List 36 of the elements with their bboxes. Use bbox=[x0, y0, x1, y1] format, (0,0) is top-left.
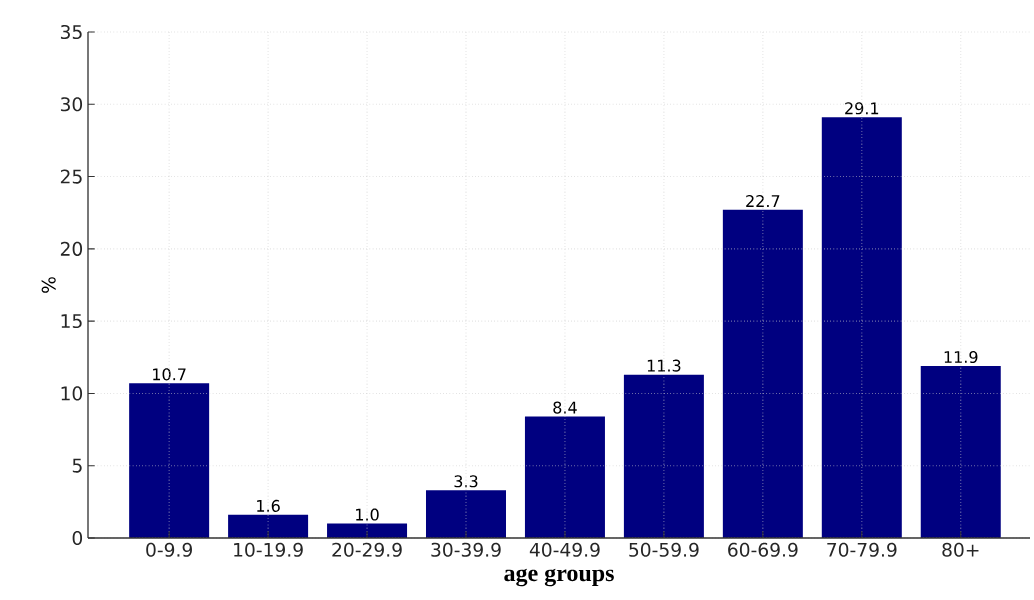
x-tick-label: 40-49.9 bbox=[529, 542, 600, 557]
bar bbox=[425, 490, 506, 538]
data-label: 11.3 bbox=[647, 359, 681, 372]
bar bbox=[129, 383, 210, 538]
y-tick-label: 5 bbox=[72, 458, 82, 473]
y-tick-label: 20 bbox=[60, 241, 83, 256]
data-label: 10.7 bbox=[153, 368, 186, 381]
data-label: 22.7 bbox=[746, 195, 780, 207]
x-tick-label: 0-9.9 bbox=[146, 542, 192, 557]
bar bbox=[228, 514, 309, 538]
y-tick-label: 0 bbox=[72, 530, 83, 546]
x-tick-label: 30-39.9 bbox=[431, 542, 501, 557]
data-label: 3.3 bbox=[454, 475, 478, 488]
y-tick-label: 10 bbox=[61, 386, 83, 401]
y-tick-label: 15 bbox=[61, 314, 82, 329]
x-axis-title: age groups bbox=[504, 568, 614, 587]
data-label: 11.9 bbox=[944, 350, 978, 364]
y-tick-label: 25 bbox=[60, 169, 82, 184]
x-tick-label: 50-59.9 bbox=[629, 542, 699, 557]
bar bbox=[722, 209, 803, 538]
data-label: 8.4 bbox=[553, 401, 577, 414]
y-tick-label: 35 bbox=[60, 24, 82, 40]
bar bbox=[623, 374, 704, 538]
x-tick-label: 60-69.9 bbox=[728, 542, 798, 557]
x-tick-label: 80+ bbox=[942, 542, 979, 557]
bar bbox=[821, 117, 902, 538]
data-label: 1.0 bbox=[356, 508, 379, 521]
data-label: 1.6 bbox=[257, 499, 280, 512]
y-tick-label: 30 bbox=[60, 97, 83, 112]
bar bbox=[524, 416, 605, 538]
y-axis-title: % bbox=[41, 277, 56, 293]
data-label: 29.1 bbox=[845, 102, 879, 115]
x-tick-label: 20-29.9 bbox=[332, 542, 402, 557]
bar bbox=[920, 365, 1001, 538]
x-tick-label: 70-79.9 bbox=[827, 542, 897, 557]
x-tick-label: 10-19.9 bbox=[234, 542, 303, 557]
